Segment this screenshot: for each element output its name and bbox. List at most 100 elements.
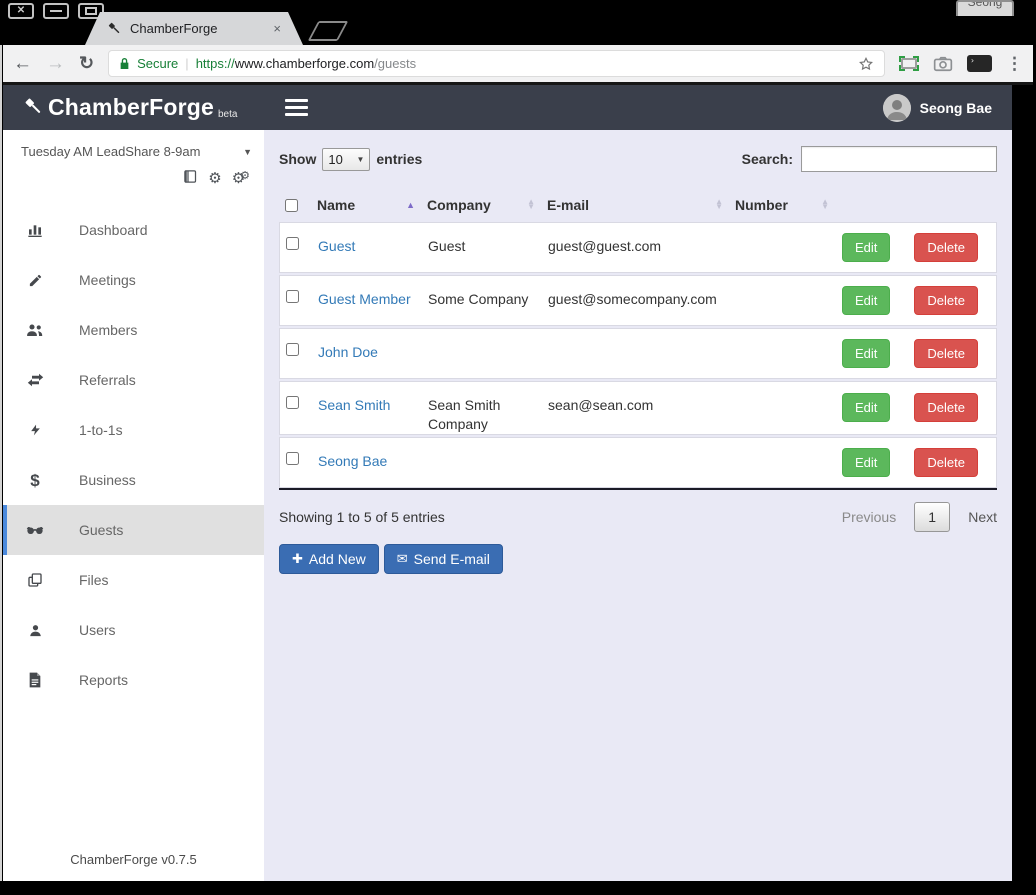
sidebar-item-referrals[interactable]: Referrals [3,355,264,405]
delete-button[interactable]: Delete [914,286,978,315]
gear-icon[interactable]: ⚙ [208,169,222,187]
add-new-button[interactable]: ✚ Add New [279,543,379,574]
sidebar-item-label: Dashboard [79,222,148,238]
edit-button[interactable]: Edit [842,447,891,477]
guest-name-link[interactable]: Guest Member [318,291,411,307]
report-document-icon [25,672,45,688]
terminal-extension-icon[interactable]: › [967,55,992,72]
pagination-previous[interactable]: Previous [841,508,897,525]
row-checkbox[interactable] [286,343,300,356]
number-cell [736,276,842,325]
lock-icon [119,57,130,70]
delete-button[interactable]: Delete [914,339,978,368]
sort-both-icon: ▲ ▼ [821,197,830,211]
window-controls: ✕ [8,3,104,19]
close-window-icon[interactable]: ✕ [8,3,34,19]
sort-asc-icon: ▲ [406,200,416,210]
edit-button[interactable]: Edit [842,233,891,262]
add-new-label: Add New [308,550,366,567]
gavel-icon [23,96,44,117]
forward-icon[interactable]: → [46,53,65,74]
user-icon [25,623,45,638]
sidebar-item-guests[interactable]: Guests [3,505,265,555]
browser-toolbar: ← → ↻ Secure | https://www.chamberforge.… [3,45,1033,82]
show-label: Show [279,151,317,167]
column-label: Number [735,197,788,213]
number-cell [736,382,842,434]
bolt-icon [25,422,45,438]
minimize-window-icon[interactable] [43,3,69,19]
background-window-fragment: Seong [956,0,1014,16]
reload-icon[interactable]: ↻ [79,53,95,73]
guest-name-link[interactable]: Seong Bae [318,452,388,469]
delete-button[interactable]: Delete [914,447,978,477]
column-label: Name [317,197,356,213]
url-path: /guests [374,56,417,71]
sidebar-item-label: Reports [79,672,129,688]
select-all-checkbox[interactable] [285,198,299,212]
dollar-icon: $ [30,470,40,490]
column-header-company[interactable]: Company ▲ ▼ [427,197,547,213]
maximize-window-icon[interactable] [78,3,104,19]
tab-close-icon[interactable]: × [273,21,281,36]
gears-icon[interactable]: ⚙⚙ [231,169,251,187]
window-titlebar: ✕ Seong ChamberForge × [0,0,1036,45]
screen-capture-extension-icon[interactable] [899,56,919,71]
guest-name-link[interactable]: John Doe [318,344,378,360]
row-checkbox[interactable] [286,237,300,250]
edit-button[interactable]: Edit [842,339,891,368]
guest-name-link[interactable]: Sean Smith [318,397,391,413]
sidebar-item-dashboard[interactable]: Dashboard [3,205,264,255]
delete-button[interactable]: Delete [914,233,978,262]
column-header-email[interactable]: E-mail ▲ ▼ [547,197,735,213]
sidebar-item-members[interactable]: Members [3,305,264,355]
row-checkbox[interactable] [286,290,300,303]
pencil-icon [25,273,45,288]
plus-icon: ✚ [292,550,303,566]
search-input[interactable] [801,146,997,172]
brand-name: ChamberForge [48,94,214,120]
sidebar-item-business[interactable]: $ Business [3,455,264,505]
meeting-selector[interactable]: Tuesday AM LeadShare 8-9am ▼ [3,140,264,161]
edit-button[interactable]: Edit [842,286,891,315]
table-row: John Doe Edit Delete [279,328,997,379]
avatar [882,93,911,122]
address-bar[interactable]: Secure | https://www.chamberforge.com/gu… [108,50,885,77]
hamburger-menu-icon[interactable] [285,99,309,116]
row-checkbox[interactable] [286,451,300,465]
table-body: Guest Guest guest@guest.com Edit Delete … [279,222,997,490]
secure-label: Secure [137,56,179,71]
url-text: https://www.chamberforge.com/guests [196,56,416,71]
bookmark-star-icon[interactable] [858,56,874,72]
main-panel: Show 10 ▼ entries Search: Name ▲ Company… [264,130,1012,881]
browser-menu-icon[interactable]: ⋮ [1006,53,1023,73]
camera-extension-icon[interactable] [933,56,953,72]
column-header-name[interactable]: Name ▲ [317,197,427,213]
url-host: www.chamberforge.com [234,56,375,71]
new-tab-button[interactable] [307,21,349,41]
send-email-label: Send E-mail [413,550,490,567]
book-icon[interactable] [183,169,198,187]
delete-button[interactable]: Delete [914,393,978,423]
browser-tab[interactable]: ChamberForge × [85,12,303,45]
users-group-icon [25,322,45,338]
user-menu[interactable]: Seong Bae [882,93,992,122]
sidebar-item-label: Referrals [79,372,136,388]
pagination-page-1[interactable]: 1 [914,501,951,532]
files-copy-icon [25,572,45,588]
sidebar-item-meetings[interactable]: Meetings [3,255,264,305]
back-icon[interactable]: ← [13,53,32,74]
brand-logo[interactable]: ChamberForge beta [23,94,237,121]
column-header-number[interactable]: Number ▲ ▼ [735,197,841,213]
pagination-next[interactable]: Next [968,508,997,525]
sidebar-item-1to1s[interactable]: 1-to-1s [3,405,264,455]
send-email-button[interactable]: ✉ Send E-mail [383,543,503,574]
edit-button[interactable]: Edit [842,393,891,423]
sidebar-item-users[interactable]: Users [3,605,264,655]
number-cell [736,329,842,378]
guest-name-link[interactable]: Guest [318,238,356,254]
sidebar-item-reports[interactable]: Reports [3,655,264,705]
row-checkbox[interactable] [286,396,300,409]
entries-select[interactable]: 10 ▼ [322,147,371,171]
sidebar-item-files[interactable]: Files [3,555,264,605]
